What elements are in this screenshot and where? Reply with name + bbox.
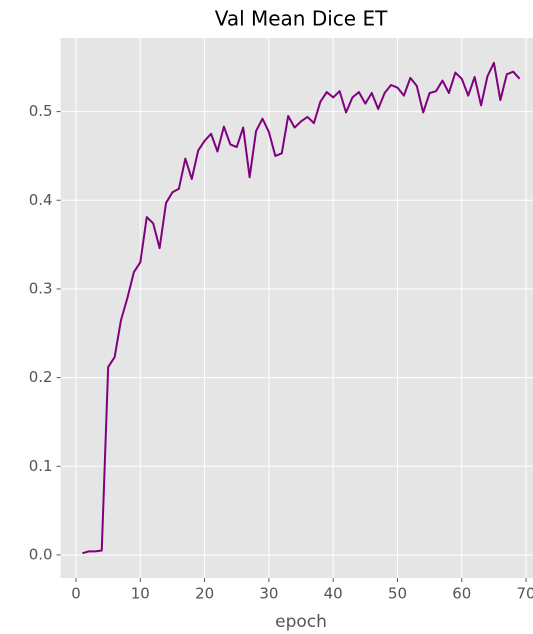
x-tick-label: 60: [452, 585, 471, 603]
x-tick-label: 40: [324, 585, 343, 603]
plot-background: [60, 38, 533, 578]
x-axis-label: epoch: [275, 612, 327, 632]
x-tick-label: 10: [131, 585, 150, 603]
y-tick-label: 0.4: [29, 191, 53, 209]
chart-title: Val Mean Dice ET: [215, 7, 388, 31]
x-tick-label: 0: [71, 585, 81, 603]
x-tick-label: 70: [517, 585, 533, 603]
y-tick-label: 0.0: [29, 545, 53, 563]
y-tick-label: 0.3: [29, 279, 53, 297]
y-tick-label: 0.5: [29, 102, 53, 120]
y-tick-label: 0.1: [29, 457, 53, 475]
data-line: [82, 61, 521, 555]
x-tick-label: 30: [259, 585, 278, 603]
x-tick-label: 50: [388, 585, 407, 603]
x-tick-label: 20: [195, 585, 214, 603]
y-tick-label: 0.2: [29, 368, 53, 386]
